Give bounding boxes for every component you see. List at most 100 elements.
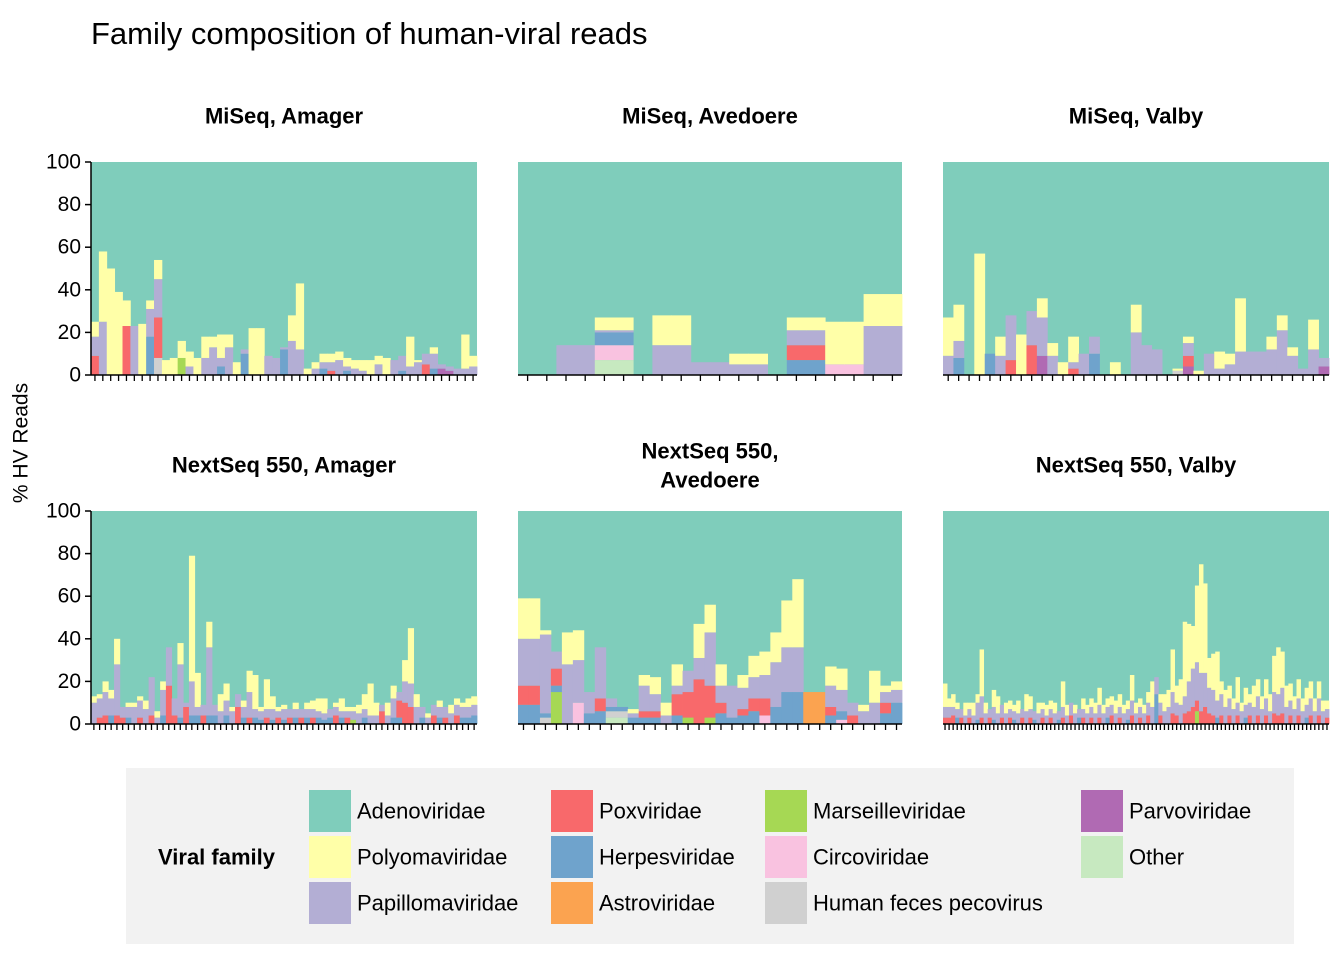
bar-segment-poxviridae — [1020, 717, 1025, 724]
bar-segment-papillomaviridae — [1146, 702, 1151, 716]
sample-bar — [1097, 687, 1102, 724]
bar-segment-polyomaviridae — [154, 711, 161, 718]
sample-bar — [91, 321, 100, 375]
sample-bar — [165, 647, 173, 724]
bar-segment-papillomaviridae — [1263, 698, 1269, 716]
bar-segment-polyomaviridae — [338, 698, 345, 712]
bar-segment-poxviridae — [430, 715, 438, 724]
sample-bar — [1318, 357, 1330, 375]
bar-segment-papillomaviridae — [373, 715, 380, 724]
legend-swatch — [309, 836, 351, 878]
legend-swatch — [551, 836, 593, 878]
sample-bar — [280, 347, 289, 375]
sample-bar — [943, 317, 954, 375]
bar-segment-herpesviridae — [319, 368, 328, 375]
bar-segment-polyomaviridae — [217, 334, 226, 358]
sample-bar — [847, 702, 859, 724]
bar-segment-polyomaviridae — [465, 698, 472, 707]
bar-segment-polyomaviridae — [461, 334, 470, 369]
bar-segment-papillomaviridae — [955, 709, 960, 718]
sample-bar — [390, 685, 397, 724]
bar-segment-papillomaviridae — [1198, 672, 1204, 712]
bar-segment-poxviridae — [682, 692, 694, 718]
sample-bar — [453, 698, 461, 724]
bar-segment-herpesviridae — [991, 719, 997, 724]
bar-segment-polyomaviridae — [1162, 694, 1167, 712]
bar-segment-polyomaviridae — [252, 675, 259, 710]
sample-bar — [1203, 583, 1208, 724]
sample-bar — [1005, 315, 1017, 375]
bar-segment-polyomaviridae — [955, 702, 960, 710]
bar-segment-papillomaviridae — [272, 357, 281, 375]
panel-title-line: Avedoere — [660, 468, 759, 493]
bar-segment-polyomaviridae — [594, 317, 615, 331]
bar-segment-herpesviridae — [436, 717, 443, 724]
sample-bar — [1304, 687, 1310, 724]
bar-segment-herpesviridae — [223, 715, 230, 724]
bar-segment-herpesviridae — [781, 692, 793, 724]
sample-bar — [1296, 679, 1301, 724]
bar-segment-poxviridae — [1308, 715, 1314, 724]
bar-segment-herpesviridae — [258, 719, 265, 724]
bar-segment-polyomaviridae — [1251, 685, 1257, 707]
bar-segment-herpesviridae — [550, 685, 563, 693]
bar-segment-papillomaviridae — [91, 702, 98, 724]
bar-segment-polyomaviridae — [943, 317, 954, 356]
sample-bar — [638, 675, 651, 724]
bar-segment-papillomaviridae — [1121, 713, 1127, 724]
bar-segment-polyomaviridae — [1146, 692, 1151, 703]
bar-segment-herpesviridae — [955, 717, 960, 724]
bar-segment-herpesviridae — [1215, 717, 1220, 724]
bar-segment-poxviridae — [1048, 717, 1054, 724]
bar-segment-papillomaviridae — [442, 706, 449, 718]
bar-segment-papillomaviridae — [98, 321, 108, 375]
bar-segment-polyomaviridae — [154, 259, 163, 280]
bar-segment-herpesviridae — [471, 715, 478, 724]
sample-bar — [148, 677, 155, 724]
bar-segment-polyomaviridae — [1057, 362, 1069, 375]
sample-bar — [402, 660, 409, 724]
bar-segment-polyomaviridae — [863, 294, 884, 327]
bar-segment-polyomaviridae — [91, 696, 98, 703]
bar-segment-polyomaviridae — [1073, 704, 1078, 714]
bar-segment-papillomaviridae — [710, 362, 730, 375]
bar-segment-papillomaviridae — [224, 347, 234, 375]
sample-bar — [983, 702, 989, 724]
bar-segment-polyomaviridae — [844, 321, 864, 365]
sample-bar — [869, 670, 881, 724]
y-axis-title: % HV Reads — [10, 383, 33, 503]
sample-bar — [963, 702, 968, 724]
bar-segment-papillomaviridae — [358, 370, 368, 375]
sample-bar — [240, 349, 249, 375]
bar-segment-polyomaviridae — [1304, 687, 1310, 705]
bar-segment-papillomaviridae — [1211, 689, 1216, 716]
bar-segment-papillomaviridae — [1012, 711, 1017, 720]
sample-bar — [122, 300, 131, 375]
bar-segment-papillomaviridae — [561, 664, 574, 724]
bar-segment-poxviridae — [1198, 711, 1204, 724]
bar-segment-poxviridae — [309, 717, 317, 724]
sample-bar — [429, 347, 439, 375]
bar-segment-polyomaviridae — [91, 321, 100, 337]
bar-segment-poxviridae — [518, 685, 530, 705]
bar-segment-polyomaviridae — [429, 347, 439, 354]
legend-label: Herpesviridae — [599, 845, 735, 870]
bar-segment-polyomaviridae — [1016, 700, 1021, 714]
sample-bar — [1320, 700, 1326, 724]
sample-bar — [1109, 362, 1121, 375]
bar-segment-polyomaviridae — [373, 702, 380, 716]
bar-segment-polyomaviridae — [1300, 698, 1306, 712]
bar-segment-poxviridae — [967, 717, 972, 724]
sample-bar — [682, 670, 694, 724]
bar-segment-poxviridae — [1158, 715, 1163, 724]
sample-bar — [131, 702, 138, 724]
bar-segment-polyomaviridae — [1193, 370, 1205, 375]
bar-segment-polyomaviridae — [258, 706, 265, 712]
y-tick-label: 0 — [69, 713, 81, 736]
bar-segment-polyomaviridae — [614, 317, 634, 331]
bar-segment-polyomaviridae — [748, 353, 768, 365]
bar-segment-poxviridae — [1028, 717, 1033, 724]
bar-segment-papillomaviridae — [287, 340, 297, 375]
sample-bar — [406, 336, 415, 375]
bar-segment-papillomaviridae — [209, 347, 218, 375]
